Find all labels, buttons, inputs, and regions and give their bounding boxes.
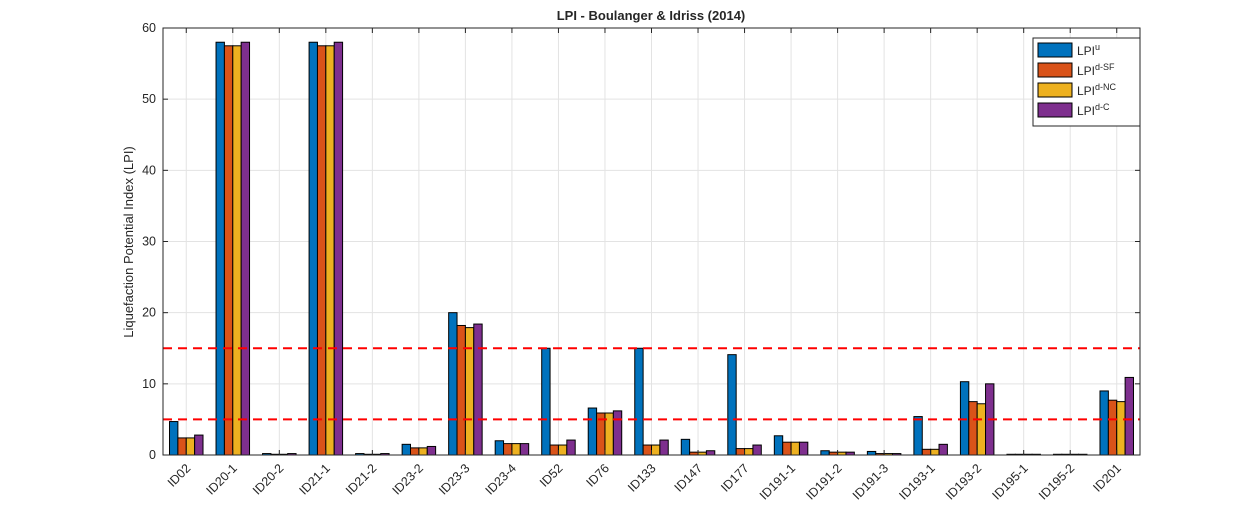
bar [316,45,327,456]
bar [194,434,204,456]
y-tick-label: 30 [142,235,156,249]
bar [566,439,576,456]
bar [587,407,598,456]
legend-swatch [1037,82,1073,98]
legend-label-superscript: d-C [1095,102,1110,112]
bar [705,450,716,456]
bar [557,444,568,456]
bar [1099,390,1109,456]
bar [773,435,784,456]
bar [232,45,242,456]
bar [1107,399,1118,456]
bar [612,410,623,456]
bar [177,437,187,456]
bar [798,441,809,456]
bar [215,41,225,456]
y-tick-label: 50 [142,92,156,106]
bar [511,443,521,456]
bar [456,324,466,456]
y-axis-label: Liquefaction Potential Index (LPI) [121,146,136,338]
legend-label-superscript: u [1095,42,1100,52]
bar [325,45,335,456]
legend-label: LPIu [1077,42,1100,58]
bar [727,354,737,456]
bar [519,443,530,456]
y-tick-label: 0 [149,448,156,462]
bar [1124,376,1134,456]
bar [503,443,513,456]
bar [333,41,344,456]
bar [494,440,505,456]
legend-label-superscript: d-SF [1095,62,1115,72]
bar [938,443,948,456]
bar [185,437,196,456]
bar [418,447,428,456]
bar [464,327,475,456]
legend-swatch [1037,102,1073,118]
bar [820,450,830,456]
bar [642,444,653,456]
bar [752,444,762,456]
bar [401,443,412,456]
bar [473,323,483,456]
bar [913,416,923,456]
bar [959,381,970,456]
legend-swatch [1037,62,1073,78]
bar [976,403,987,456]
bar [541,347,551,456]
bar [410,447,420,456]
bar [308,41,318,456]
bar [448,312,458,456]
bar [921,448,932,456]
bar [866,450,877,456]
bar [169,421,179,456]
bar [426,445,437,456]
bar [549,444,559,456]
legend-swatch [1037,42,1073,58]
bar [930,448,940,456]
bar [1116,401,1126,456]
y-tick-label: 40 [142,163,156,177]
bar [240,41,251,456]
legend-label-superscript: d-NC [1095,82,1117,92]
bar [659,439,669,456]
bar [634,347,644,456]
y-tick-label: 10 [142,377,156,391]
bar [651,444,661,456]
chart-title: LPI - Boulanger & Idriss (2014) [557,8,746,23]
bar [790,441,800,456]
bar [223,45,234,456]
y-tick-label: 60 [142,21,156,35]
bar [782,441,792,456]
bar [680,438,691,456]
bar [735,448,746,456]
y-tick-label: 20 [142,306,156,320]
bar [968,401,978,456]
bar [744,448,754,456]
